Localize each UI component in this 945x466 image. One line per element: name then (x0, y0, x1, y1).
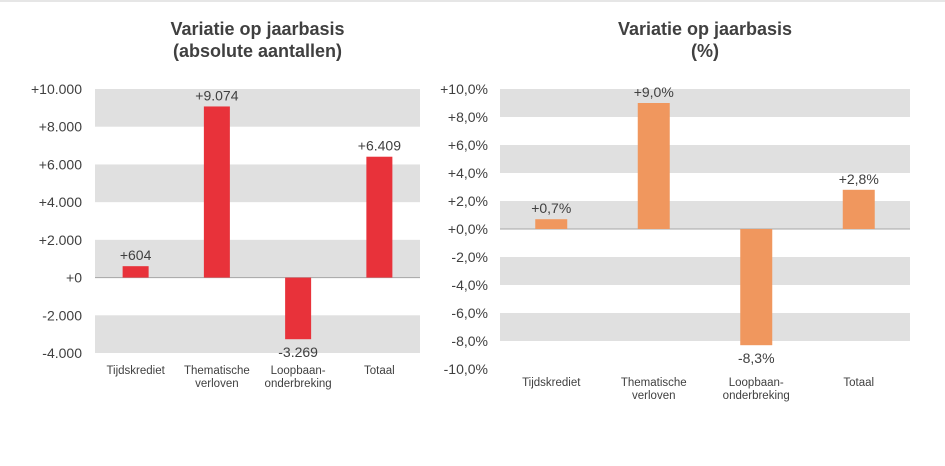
data-label: +604 (120, 247, 152, 263)
chart-title-line1: Variatie op jaarbasis (170, 19, 345, 39)
chart-title-line2: (absolute aantallen) (172, 41, 343, 61)
data-label: +0,7% (531, 200, 571, 216)
data-label: +9.074 (195, 87, 238, 103)
y-tick-label: +10,0% (440, 81, 488, 97)
x-tick-label: verloven (195, 378, 238, 390)
y-tick-label: +2,0% (448, 193, 488, 209)
chart-plot-percent: +10,0% +8,0% +6,0% +4,0% +2,0% +0,0% -2,0% -4,0… (440, 81, 910, 402)
chart-title-line1: Variatie op jaarbasis (617, 19, 793, 39)
y-tick-label: -6,0% (451, 305, 488, 321)
gridline-band (95, 89, 420, 127)
bar (637, 103, 670, 229)
data-label: +9,0% (634, 84, 674, 100)
gridline-band (500, 89, 910, 117)
chart-percent: Variatie op jaarbasis (%) +10,0% +8,0% +6,… (430, 0, 945, 466)
y-tick-label: -4,0% (451, 277, 488, 293)
chart-absolute: Variatie op jaarbasis (absolute aantalle… (0, 0, 430, 466)
data-label: +6.409 (358, 138, 401, 154)
y-tick-label: +6,0% (448, 137, 488, 153)
chart-title-line2: (%) (691, 41, 719, 61)
y-tick-label: +4,0% (448, 165, 488, 181)
top-divider (0, 0, 945, 2)
gridline-band (500, 313, 910, 341)
gridline-band (500, 257, 910, 285)
x-tick-label: onderbreking (265, 378, 332, 390)
y-tick-label: +8,0% (448, 109, 488, 125)
y-tick-label: -2,0% (451, 249, 488, 265)
y-tick-label: -8,0% (451, 333, 488, 349)
x-tick-label: Thematische (621, 377, 687, 389)
x-tick-label: verloven (632, 390, 675, 402)
bar (842, 189, 875, 229)
bar (535, 219, 568, 229)
gridline-band (95, 315, 420, 353)
bar (122, 266, 149, 278)
gridline-band (95, 239, 420, 278)
bar (203, 106, 230, 278)
y-tick-label: +10.000 (31, 81, 82, 97)
bar (285, 277, 312, 340)
x-tick-label: Thematische (184, 365, 250, 377)
x-tick-label: Tijdskrediet (522, 377, 581, 389)
y-tick-label: +0,0% (448, 221, 488, 237)
data-label: -8,3% (738, 350, 775, 366)
y-tick-label: +6.000 (39, 156, 82, 172)
gridline-band (95, 164, 420, 203)
bar (740, 229, 773, 346)
y-tick-label: +8.000 (39, 119, 82, 135)
bar (366, 156, 393, 278)
data-label: +2,8% (839, 171, 879, 187)
x-tick-label: Loopbaan- (271, 365, 326, 377)
chart-plot-absolute: +10.000 +8.000 +6.000 +4.000 +2.000 +0 -2.000 -… (31, 81, 420, 390)
y-tick-label: -2.000 (42, 307, 82, 323)
y-tick-label: -10,0% (444, 361, 488, 377)
gridline-band (500, 145, 910, 173)
chart-title: Variatie op jaarbasis (absolute aantalle… (95, 18, 420, 62)
x-tick-label: Tijdskrediet (106, 365, 165, 377)
gridline-band (500, 201, 910, 229)
data-label: -3.269 (278, 344, 318, 360)
y-tick-label: +2.000 (39, 232, 82, 248)
x-tick-label: onderbreking (723, 390, 790, 402)
y-tick-label: +4.000 (39, 194, 82, 210)
y-tick-label: -4.000 (42, 345, 82, 361)
y-tick-label: +0 (66, 270, 82, 286)
x-tick-label: Totaal (364, 365, 395, 377)
x-tick-label: Loopbaan- (729, 377, 784, 389)
x-tick-label: Totaal (843, 377, 874, 389)
chart-title: Variatie op jaarbasis (%) (500, 18, 910, 62)
